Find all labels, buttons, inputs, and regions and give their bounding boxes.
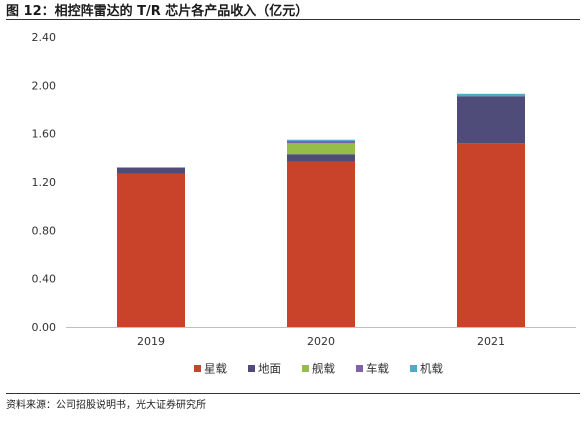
source-rule	[6, 393, 580, 394]
title-rule	[6, 19, 580, 20]
y-tick-label: 0.00	[32, 321, 57, 334]
figure-title: 图 12：相控阵雷达的 T/R 芯片各产品收入（亿元）	[6, 4, 309, 19]
x-tick-label: 2019	[137, 335, 165, 348]
bar-segment-2021-1	[457, 143, 525, 327]
legend-label-3: 舰载	[312, 362, 335, 376]
stacked-bar-chart: 0.00 0.40 0.80 1.20 1.60 2.00 2.40 2019 2020 2021…	[32, 31, 576, 376]
legend-swatch-5	[410, 365, 417, 372]
bar-segment-2020-3	[287, 143, 355, 155]
y-tick-label: 0.40	[32, 273, 57, 286]
x-tick-label: 2021	[477, 335, 505, 348]
bar-segment-2020-5	[287, 139, 355, 141]
source-note: 资料来源：公司招股说明书，光大证券研究所	[6, 400, 206, 411]
bar-segment-2020-4	[287, 140, 355, 144]
legend-swatch-1	[194, 365, 201, 372]
bar-segment-2021-5	[457, 93, 525, 97]
y-tick-label: 1.60	[32, 128, 57, 141]
legend-swatch-4	[356, 365, 363, 372]
bar-segment-2020-2	[287, 154, 355, 162]
legend-label-1: 星载	[204, 362, 227, 376]
y-tick-label: 2.40	[32, 31, 57, 44]
bar-segment-2020-1	[287, 161, 355, 327]
x-tick-label: 2020	[307, 335, 335, 348]
bar-segment-2021-2	[457, 96, 525, 144]
y-tick-label: 0.80	[32, 224, 57, 237]
bar-segment-2019-1	[117, 173, 185, 327]
legend-label-5: 机载	[420, 362, 443, 376]
bar-segment-2019-2	[117, 167, 185, 174]
legend-label-4: 车载	[366, 362, 389, 376]
y-tick-label: 1.20	[32, 176, 57, 189]
y-tick-label: 2.00	[32, 79, 57, 92]
legend-swatch-2	[248, 365, 255, 372]
legend-swatch-3	[302, 365, 309, 372]
legend-label-2: 地面	[258, 362, 281, 376]
